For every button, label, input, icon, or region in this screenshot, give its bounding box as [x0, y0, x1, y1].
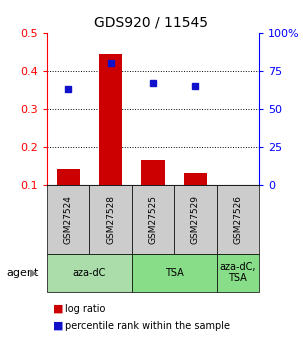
Text: GSM27529: GSM27529: [191, 195, 200, 244]
Text: GDS920 / 11545: GDS920 / 11545: [95, 16, 208, 30]
Bar: [47, 254, 132, 292]
Text: TSA: TSA: [165, 268, 184, 277]
Bar: [89, 185, 132, 254]
Bar: [141, 160, 165, 185]
Bar: [184, 173, 207, 185]
Bar: [47, 185, 89, 254]
Text: GSM27528: GSM27528: [106, 195, 115, 244]
Bar: [217, 254, 259, 292]
Bar: [132, 185, 174, 254]
Bar: [132, 254, 217, 292]
Text: agent: agent: [6, 268, 38, 277]
Bar: [56, 169, 80, 185]
Text: ■: ■: [53, 321, 64, 331]
Text: log ratio: log ratio: [65, 304, 105, 314]
Text: aza-dC: aza-dC: [73, 268, 106, 277]
Text: GSM27524: GSM27524: [64, 195, 73, 244]
Text: GSM27526: GSM27526: [233, 195, 242, 244]
Bar: [217, 185, 259, 254]
Text: ▶: ▶: [30, 268, 38, 277]
Text: ■: ■: [53, 304, 64, 314]
Bar: [99, 54, 122, 185]
Bar: [174, 185, 217, 254]
Text: aza-dC,
TSA: aza-dC, TSA: [220, 262, 256, 283]
Text: GSM27525: GSM27525: [148, 195, 158, 244]
Text: percentile rank within the sample: percentile rank within the sample: [65, 321, 230, 331]
